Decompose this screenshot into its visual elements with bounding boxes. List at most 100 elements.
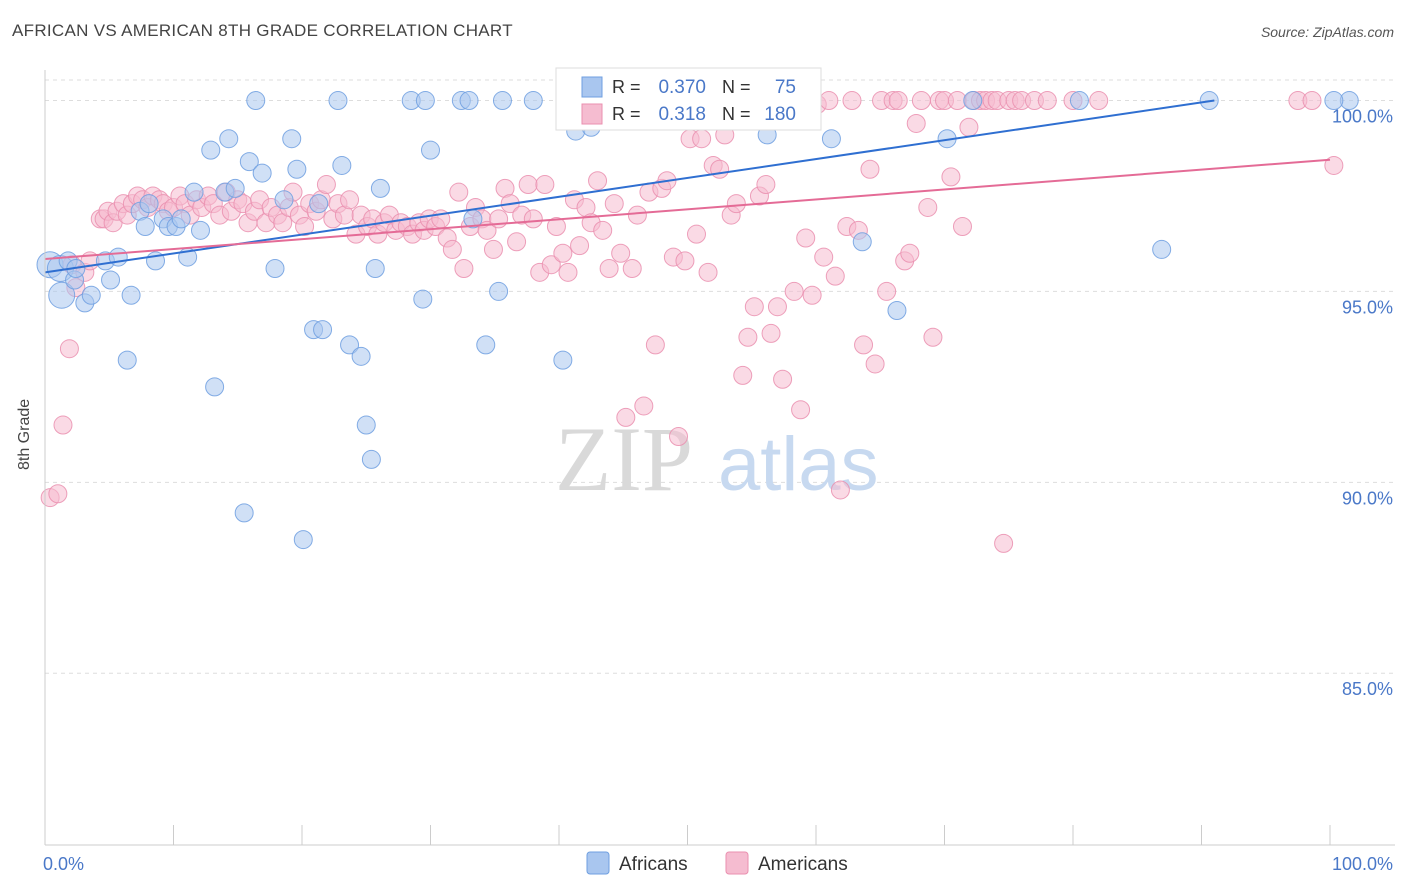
- americans-point-98: [593, 220, 613, 240]
- africans-point-56: [476, 335, 496, 355]
- americans-point-121: [726, 194, 746, 214]
- americans-point-105: [634, 396, 654, 416]
- americans-point-50: [316, 175, 336, 195]
- americans-point-127: [761, 323, 781, 343]
- americans-point-100: [604, 194, 624, 214]
- americans-point-90: [546, 217, 566, 237]
- stats-legend: R = 0.370 N = 75 R = 0.318 N = 180: [555, 67, 822, 131]
- africans-points: [36, 91, 1359, 550]
- americans-point-3: [59, 339, 79, 359]
- africans-point-45: [356, 415, 376, 435]
- africans-point-44: [351, 346, 371, 366]
- americans-point-167: [994, 533, 1014, 553]
- americans-point-54: [340, 190, 360, 210]
- africans-point-35: [282, 129, 302, 149]
- americans-point-134: [802, 285, 822, 305]
- africans-point-12: [121, 285, 141, 305]
- americans-point-116: [698, 262, 718, 282]
- africans-point-32: [252, 163, 272, 183]
- americans-point-89: [541, 255, 561, 275]
- africans-point-29: [234, 503, 254, 523]
- americans-point-102: [616, 407, 636, 427]
- americans-point-118: [710, 159, 730, 179]
- americans-point-74: [454, 259, 474, 279]
- americans-point-153: [911, 91, 931, 111]
- americans-point-158: [941, 167, 961, 187]
- africans-point-27: [219, 129, 239, 149]
- series-legend-label-americans: Americans: [758, 854, 848, 875]
- americans-point-123: [738, 327, 758, 347]
- africans-point-43: [340, 335, 360, 355]
- africans-point-36: [287, 159, 307, 179]
- africans-point-41: [328, 91, 348, 111]
- americans-point-97: [588, 171, 608, 191]
- africans-point-54: [459, 91, 479, 111]
- series-legend: Africans Americans: [586, 851, 848, 875]
- americans-point-145: [865, 354, 885, 374]
- americans-point-88: [535, 175, 555, 195]
- americans-point-115: [692, 129, 712, 149]
- americans-point-124: [744, 297, 764, 317]
- americans-point-101: [611, 243, 631, 263]
- x-tick-label-100: 100.0%: [1332, 854, 1393, 874]
- africans-point-60: [553, 350, 573, 370]
- africans-point-24: [201, 140, 221, 160]
- americans-point-46: [295, 217, 315, 237]
- africans-point-46: [361, 449, 381, 469]
- americans-point-172: [1037, 91, 1057, 111]
- africans-point-14: [135, 217, 155, 237]
- americans-point-129: [773, 369, 793, 389]
- africans-point-57: [489, 281, 509, 301]
- y-tick-label-95: 95.0%: [1342, 297, 1393, 317]
- africans-point-15: [139, 194, 159, 214]
- americans-point-86: [523, 209, 543, 229]
- americans-point-103: [622, 259, 642, 279]
- stats-legend-r-value-0: 0.370: [658, 77, 706, 98]
- americans-point-138: [825, 266, 845, 286]
- stats-legend-n-value-1: 180: [764, 104, 796, 125]
- series-legend-swatch-africans: [586, 851, 610, 875]
- americans-point-149: [888, 91, 908, 111]
- americans-point-104: [627, 205, 647, 225]
- source-credit: Source: ZipAtlas.com: [1260, 24, 1394, 40]
- americans-point-151: [900, 243, 920, 263]
- stats-legend-n-value-0: 75: [775, 77, 796, 98]
- africans-point-9: [101, 270, 121, 290]
- americans-point-137: [819, 91, 839, 111]
- americans-point-79: [483, 239, 503, 259]
- americans-point-132: [791, 400, 811, 420]
- americans-point-85: [518, 175, 538, 195]
- series-legend-swatch-americans: [725, 851, 749, 875]
- africans-point-30: [239, 152, 259, 172]
- africans-point-34: [274, 190, 294, 210]
- stats-legend-swatch-0: [581, 76, 603, 98]
- africans-point-2: [48, 281, 76, 309]
- africans-point-28: [225, 178, 245, 198]
- americans-point-177: [1302, 91, 1322, 111]
- americans-point-94: [570, 236, 590, 256]
- africans-point-50: [413, 289, 433, 309]
- africans-point-74: [1324, 91, 1344, 111]
- americans-point-126: [756, 175, 776, 195]
- americans-point-107: [645, 335, 665, 355]
- africans-point-67: [887, 301, 907, 321]
- africans-point-22: [184, 182, 204, 202]
- americans-point-154: [918, 197, 938, 217]
- chart-title: AFRICAN VS AMERICAN 8TH GRADE CORRELATIO…: [12, 21, 513, 40]
- y-tick-label-100: 100.0%: [1332, 107, 1393, 127]
- americans-point-99: [599, 259, 619, 279]
- americans-point-133: [796, 228, 816, 248]
- americans-point-139: [830, 480, 850, 500]
- axes: 85.0% 90.0% 95.0% 100.0% 0.0% 100.0%: [43, 70, 1395, 874]
- africans-point-65: [821, 129, 841, 149]
- africans-point-31: [246, 91, 266, 111]
- americans-point-2: [53, 415, 73, 435]
- africans-point-71: [1152, 239, 1172, 259]
- americans-point-152: [906, 113, 926, 133]
- africans-point-39: [309, 194, 329, 214]
- stats-legend-n-label-1: N =: [722, 104, 751, 124]
- americans-point-122: [733, 365, 753, 385]
- africans-point-70: [1069, 91, 1089, 111]
- watermark: ZIP atlas: [555, 408, 879, 510]
- stats-legend-swatch-1: [581, 103, 603, 125]
